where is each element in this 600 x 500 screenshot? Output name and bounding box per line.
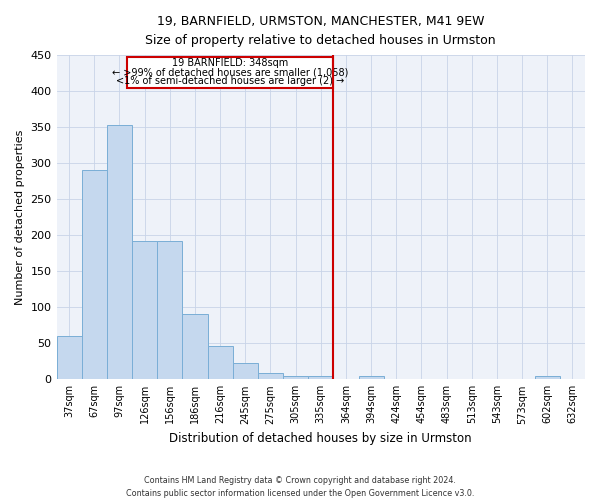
Bar	[283, 376, 308, 380]
Text: 19 BARNFIELD: 348sqm: 19 BARNFIELD: 348sqm	[172, 58, 289, 68]
Text: <1% of semi-detached houses are larger (2) →: <1% of semi-detached houses are larger (…	[116, 76, 344, 86]
Text: Contains HM Land Registry data © Crown copyright and database right 2024.
Contai: Contains HM Land Registry data © Crown c…	[126, 476, 474, 498]
Bar	[308, 376, 334, 380]
Bar	[208, 346, 233, 380]
Bar	[535, 376, 560, 380]
Title: 19, BARNFIELD, URMSTON, MANCHESTER, M41 9EW
Size of property relative to detache: 19, BARNFIELD, URMSTON, MANCHESTER, M41 …	[145, 15, 496, 47]
Bar	[182, 314, 208, 380]
Text: ← >99% of detached houses are smaller (1,058): ← >99% of detached houses are smaller (1…	[112, 67, 349, 77]
Bar	[157, 241, 182, 380]
Bar	[107, 125, 132, 380]
Bar	[233, 364, 258, 380]
Bar	[258, 373, 283, 380]
Bar	[56, 336, 82, 380]
Y-axis label: Number of detached properties: Number of detached properties	[15, 130, 25, 305]
Bar	[132, 241, 157, 380]
FancyBboxPatch shape	[127, 56, 334, 88]
X-axis label: Distribution of detached houses by size in Urmston: Distribution of detached houses by size …	[169, 432, 472, 445]
Bar	[82, 170, 107, 380]
Bar	[359, 376, 383, 380]
